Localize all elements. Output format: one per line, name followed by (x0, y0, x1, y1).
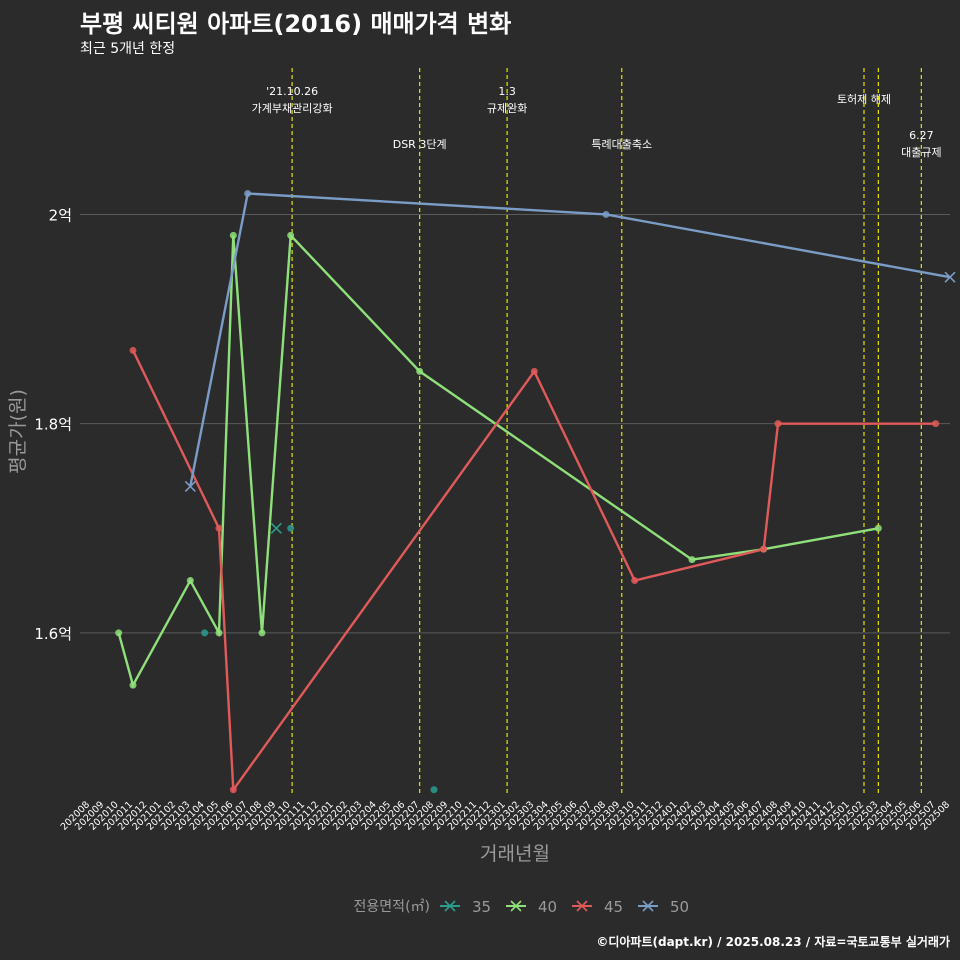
data-point-40 (115, 629, 123, 637)
y-tick-label: 1.8억 (34, 416, 72, 434)
series-line-50 (189, 192, 951, 487)
data-point-40 (129, 681, 137, 689)
data-point-45 (760, 545, 768, 553)
data-point-45 (631, 577, 639, 585)
data-point-45 (215, 524, 223, 532)
y-tick-label: 2억 (49, 206, 72, 224)
legend-marker-40 (510, 900, 522, 912)
event-label: DSR 3단계 (393, 138, 447, 151)
chart-caption: ©디아파트(dapt.kr) / 2025.08.23 / 자료=국토교통부 실… (596, 935, 950, 949)
event-label: 대출규제 (901, 146, 941, 159)
legend-label-50: 50 (670, 898, 689, 916)
legend-title: 전용면적(㎡) (354, 899, 430, 915)
data-point-35 (201, 629, 209, 637)
series-line-40 (117, 232, 879, 689)
event-label: 1.3 (498, 85, 516, 98)
series-end-marker-50 (184, 480, 196, 492)
data-point-45 (932, 420, 940, 428)
legend-label-45: 45 (604, 898, 623, 916)
event-label: 규제완화 (487, 102, 527, 115)
legend-label-40: 40 (538, 898, 557, 916)
legend-marker-35 (444, 900, 456, 912)
event-label: 특례대출축소 (591, 138, 652, 151)
data-point-40 (186, 577, 194, 585)
data-point-40 (287, 231, 295, 239)
legend-marker-45 (576, 900, 588, 912)
data-point-40 (416, 367, 424, 375)
data-point-35 (287, 524, 295, 532)
data-point-45 (530, 367, 538, 375)
data-point-50 (602, 210, 610, 218)
data-point-50 (244, 190, 252, 198)
data-point-35 (430, 786, 438, 794)
event-label: 토허제 해제 (837, 92, 891, 106)
chart-subtitle: 최근 5개년 한정 (80, 41, 176, 57)
y-tick-label: 1.6억 (34, 625, 72, 643)
series-end-marker-35 (270, 522, 282, 534)
data-point-40 (874, 524, 882, 532)
data-point-45 (229, 786, 237, 794)
x-axis-title: 거래년월 (480, 843, 550, 865)
data-point-40 (688, 556, 696, 564)
legend-marker-50 (642, 900, 654, 912)
series-line-45 (131, 349, 936, 794)
event-label: '21.10.26 (266, 85, 318, 98)
data-point-40 (215, 629, 223, 637)
data-point-45 (129, 346, 137, 354)
chart-title: 부평 씨티원 아파트(2016) 매매가격 변화 (80, 10, 512, 38)
legend-label-35: 35 (472, 898, 491, 916)
event-label: 가계부채관리강화 (252, 102, 333, 115)
data-point-45 (774, 420, 782, 428)
data-point-40 (229, 231, 237, 239)
data-point-40 (258, 629, 266, 637)
series-end-marker-50 (944, 271, 956, 283)
event-label: 6.27 (909, 129, 934, 142)
y-axis-title: 평균가(원) (7, 389, 29, 474)
